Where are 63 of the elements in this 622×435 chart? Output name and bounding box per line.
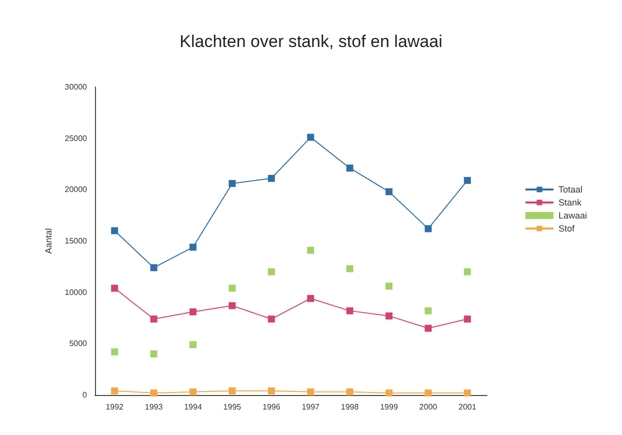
- point: [346, 164, 354, 172]
- point: [111, 284, 118, 292]
- y-tick-label: 25000: [64, 134, 88, 143]
- point: [307, 388, 314, 396]
- legend-label: Stof: [558, 224, 575, 234]
- point: [111, 227, 118, 234]
- point: [268, 268, 275, 276]
- point: [464, 268, 471, 276]
- x-tick-label: 1997: [302, 402, 320, 412]
- point: [307, 246, 314, 254]
- x-tick-label: 1998: [340, 402, 360, 412]
- point: [268, 387, 275, 394]
- point: [307, 134, 314, 141]
- x-tick-label: 1993: [144, 402, 164, 412]
- y-tick-label: 30000: [64, 82, 88, 92]
- point: [190, 244, 196, 251]
- point: [346, 388, 354, 396]
- point: [268, 316, 275, 323]
- x-tick-label: 1999: [380, 402, 398, 412]
- y-tick-label: 20000: [64, 185, 88, 194]
- point: [228, 302, 236, 310]
- x-tick-label: 2000: [419, 402, 438, 412]
- y-axis-title: Aantal: [44, 228, 54, 254]
- point: [150, 316, 158, 323]
- y-tick-label: 5000: [69, 339, 88, 348]
- point: [268, 174, 275, 182]
- point: [424, 307, 432, 314]
- point: [386, 282, 392, 290]
- point: [464, 176, 471, 184]
- x-tick-label: 1995: [223, 402, 242, 412]
- point: [424, 389, 432, 396]
- y-tick-label: 0: [82, 390, 88, 400]
- point: [150, 264, 158, 272]
- point: [346, 307, 354, 314]
- point: [150, 350, 158, 358]
- point: [150, 389, 158, 396]
- point: [190, 308, 196, 316]
- point: [228, 180, 236, 188]
- point: [386, 312, 392, 320]
- point: [307, 294, 314, 302]
- point: [464, 316, 471, 323]
- y-tick-label: 10000: [64, 288, 88, 297]
- point: [464, 389, 471, 396]
- point: [228, 387, 236, 394]
- chart-title: Klachten over stank, stof en lawaai: [180, 32, 442, 51]
- point: [424, 225, 432, 232]
- legend-label: Totaal: [558, 184, 583, 194]
- point: [111, 387, 118, 394]
- point: [228, 284, 236, 292]
- x-tick-label: 1994: [184, 402, 202, 412]
- point: [190, 341, 196, 348]
- point: [386, 389, 392, 396]
- x-tick-label: 2001: [458, 402, 477, 412]
- point: [386, 188, 392, 196]
- x-tick-label: 1996: [262, 402, 281, 412]
- y-tick-label: 15000: [64, 236, 88, 246]
- point: [346, 265, 354, 272]
- legend-label: Lawaai: [558, 210, 588, 220]
- x-tick-label: 1992: [106, 402, 124, 412]
- point: [424, 324, 432, 332]
- point: [111, 348, 118, 356]
- point: [190, 388, 196, 396]
- legend-label: Stank: [558, 198, 582, 208]
